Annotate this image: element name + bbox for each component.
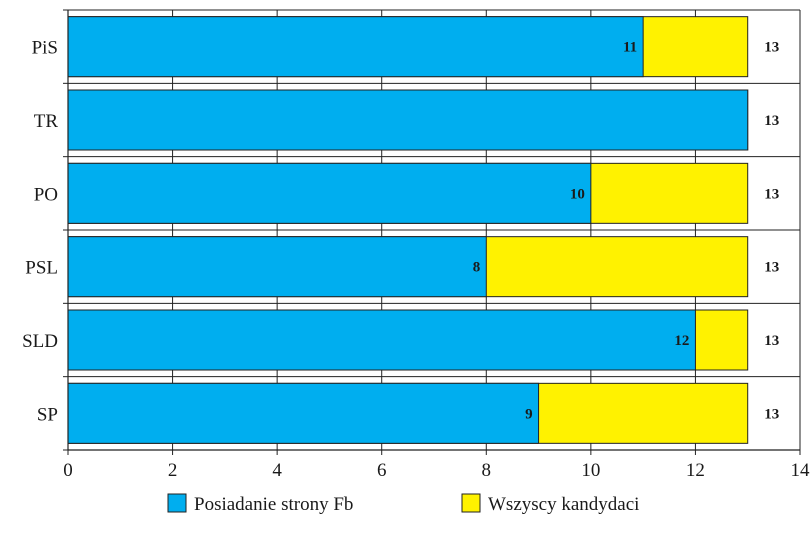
- x-tick-label: 6: [377, 460, 387, 481]
- x-tick-label: 8: [482, 460, 492, 481]
- category-label: SP: [37, 404, 58, 425]
- category-label: TR: [34, 111, 59, 132]
- bar-fb-po: [68, 163, 591, 223]
- x-tick-label: 2: [168, 460, 178, 481]
- data-label-fb: 10: [570, 186, 585, 202]
- x-tick-label: 0: [63, 460, 73, 481]
- legend: Posiadanie strony Fb Wszyscy kandydaci: [168, 494, 639, 515]
- data-label-fb: 8: [473, 260, 481, 276]
- x-tick-label: 4: [272, 460, 282, 481]
- category-label: SLD: [22, 331, 58, 352]
- legend-swatch: [462, 494, 480, 512]
- category-label: PSL: [25, 258, 58, 279]
- data-label-fb: 9: [525, 406, 533, 422]
- bar-fb-sld: [68, 310, 695, 370]
- legend-label: Wszyscy kandydaci: [488, 494, 639, 515]
- data-label-total: 13: [764, 260, 779, 276]
- data-label-fb: 11: [623, 40, 637, 56]
- x-tick-label: 10: [581, 460, 600, 481]
- bar-fb-tr: [68, 90, 748, 150]
- bar-fb-pis: [68, 17, 643, 77]
- data-label-total: 13: [764, 113, 779, 129]
- bar-fb-psl: [68, 237, 486, 297]
- category-label: PO: [34, 184, 58, 205]
- x-tick-label: 14: [791, 460, 811, 481]
- data-label-total: 13: [764, 186, 779, 202]
- x-tick-label: 12: [686, 460, 705, 481]
- legend-swatch: [168, 494, 186, 512]
- data-label-total: 13: [764, 333, 779, 349]
- bar-fb-sp: [68, 383, 539, 443]
- data-label-total: 13: [764, 40, 779, 56]
- category-label: PiS: [32, 38, 58, 59]
- data-label-fb: 12: [674, 333, 689, 349]
- data-label-total: 13: [764, 406, 779, 422]
- legend-label: Posiadanie strony Fb: [194, 494, 353, 515]
